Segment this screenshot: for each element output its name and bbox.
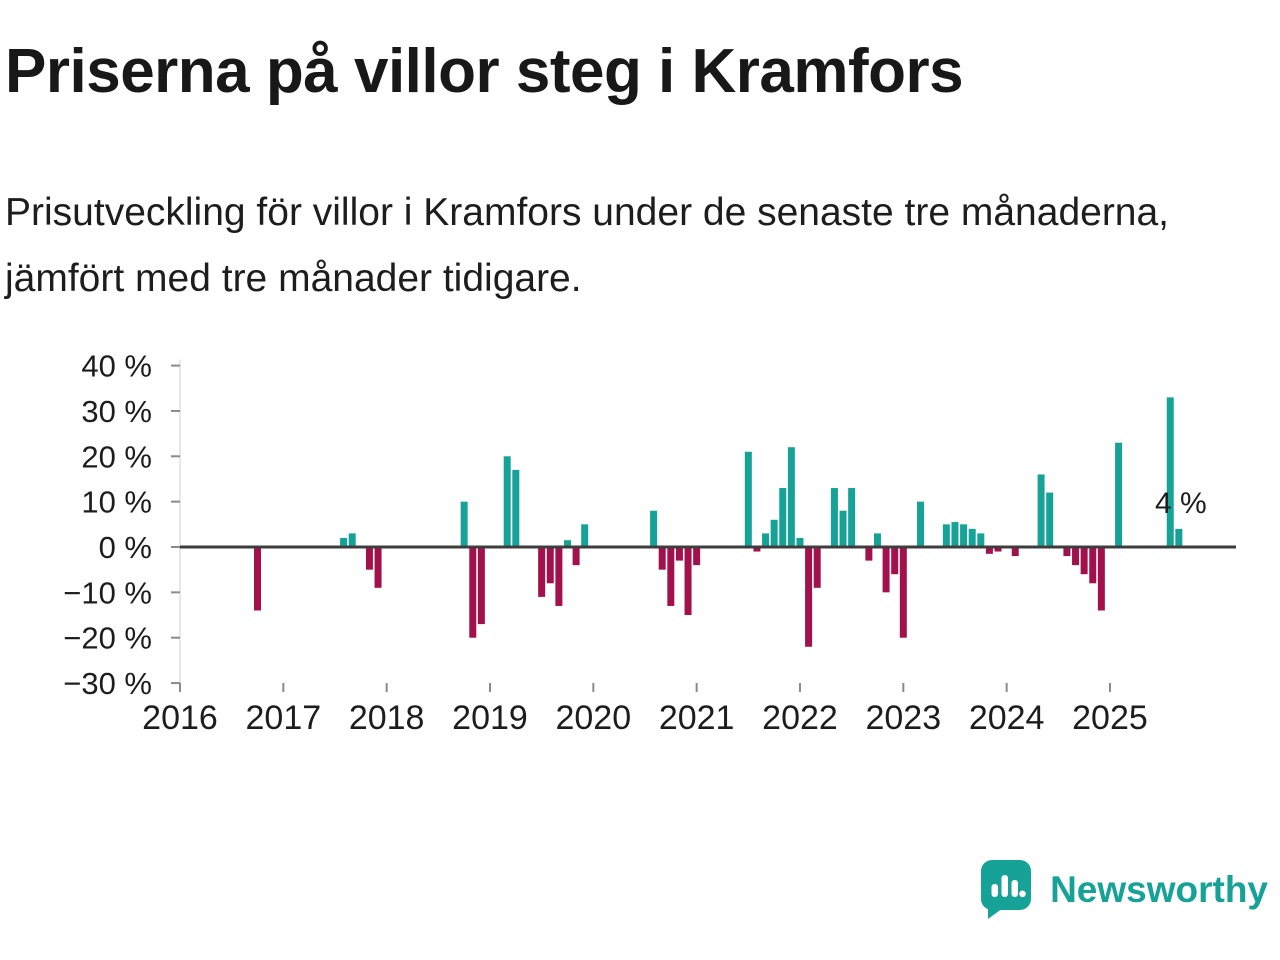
- bar: [581, 524, 589, 547]
- bar: [555, 547, 563, 606]
- latest-value-label: 4 %: [1155, 487, 1207, 520]
- y-tick-label: −20 %: [63, 621, 152, 656]
- x-tick-label: 2025: [1072, 699, 1148, 737]
- bar: [770, 519, 778, 547]
- x-tick-label: 2020: [555, 699, 631, 737]
- y-tick-label: −30 %: [63, 666, 152, 701]
- bar: [340, 537, 348, 547]
- bar: [693, 547, 701, 566]
- x-tick-label: 2021: [659, 699, 735, 737]
- bar: [1063, 547, 1071, 557]
- bar: [891, 547, 899, 575]
- x-tick-label: 2017: [246, 699, 322, 737]
- bar: [374, 547, 382, 588]
- bar: [1097, 547, 1105, 611]
- bar: [873, 533, 881, 547]
- x-tick-label: 2022: [762, 699, 838, 737]
- bar: [365, 547, 373, 570]
- y-tick-label: 10 %: [81, 485, 152, 520]
- bar: [848, 488, 856, 547]
- y-tick-label: −10 %: [63, 575, 152, 610]
- bar: [1011, 547, 1019, 557]
- newsworthy-logo: Newsworthy: [980, 860, 1268, 920]
- bar: [650, 510, 658, 547]
- bar: [977, 533, 985, 547]
- bar: [796, 537, 804, 547]
- bar: [460, 501, 468, 547]
- newsworthy-logo-text: Newsworthy: [1050, 869, 1268, 910]
- bar: [667, 547, 675, 606]
- bar: [813, 547, 821, 588]
- bar: [917, 501, 925, 547]
- bar: [1037, 474, 1045, 547]
- bar: [675, 547, 683, 561]
- x-tick-label: 2018: [349, 699, 425, 737]
- bar: [960, 524, 968, 547]
- bar: [985, 547, 993, 554]
- bar: [546, 547, 554, 584]
- bar: [469, 547, 477, 638]
- bar: [477, 547, 485, 625]
- bar: [658, 547, 666, 570]
- y-tick-label: 0 %: [99, 530, 152, 565]
- bar: [538, 547, 546, 597]
- y-tick-label: 30 %: [81, 394, 152, 429]
- bar: [865, 547, 873, 561]
- bar: [968, 528, 976, 547]
- bar: [899, 547, 907, 638]
- bar: [753, 547, 761, 552]
- x-tick-label: 2024: [969, 699, 1045, 737]
- bar: [839, 510, 847, 547]
- bar: [1175, 528, 1183, 547]
- y-tick-label: 40 %: [81, 349, 152, 384]
- bar: [684, 547, 692, 616]
- bar: [1046, 492, 1054, 547]
- bar: [830, 488, 838, 547]
- bar: [512, 469, 520, 547]
- bar: [882, 547, 890, 593]
- chart-subtitle: Prisutveckling för villor i Kramfors und…: [5, 191, 1170, 300]
- x-tick-label: 2023: [865, 699, 941, 737]
- bar: [253, 547, 261, 611]
- bar: [805, 547, 813, 647]
- bar: [348, 533, 356, 547]
- bar: [942, 524, 950, 547]
- bar: [762, 533, 770, 547]
- y-tick-label: 20 %: [81, 439, 152, 474]
- bar: [994, 547, 1002, 552]
- bar: [787, 447, 795, 547]
- bar: [503, 456, 511, 547]
- x-tick-label: 2016: [142, 699, 218, 737]
- bar: [563, 540, 571, 547]
- bar: [951, 522, 959, 547]
- bar: [1115, 442, 1123, 547]
- bar: [572, 547, 580, 566]
- newsworthy-logo-icon: [981, 860, 1032, 919]
- bar: [1166, 397, 1174, 547]
- page-title: Priserna på villor steg i Kramfors: [5, 37, 964, 106]
- bar: [1072, 547, 1080, 566]
- bar: [779, 488, 787, 547]
- x-tick-label: 2019: [452, 699, 528, 737]
- bar: [744, 451, 752, 547]
- bar: [1089, 547, 1097, 584]
- bar: [1080, 547, 1088, 575]
